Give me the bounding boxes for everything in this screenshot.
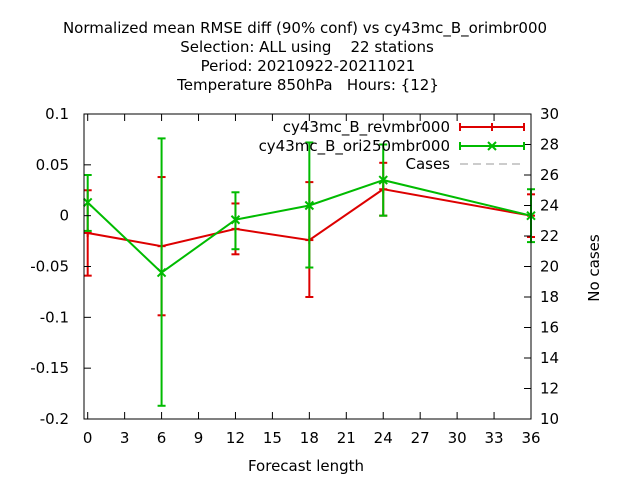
x-tick-label: 12 [226,429,245,447]
y2-tick-label: 30 [540,105,559,123]
x-tick-label: 27 [411,429,430,447]
x-tick-label: 6 [157,429,167,447]
y2-tick-label: 14 [540,349,559,367]
y2-tick-label: 12 [540,380,559,398]
y2-tick-label: 24 [540,197,559,215]
x-tick-label: 3 [120,429,130,447]
y-tick-label: 0.05 [36,156,69,174]
x-tick-label: 15 [263,429,282,447]
x-tick-label: 24 [374,429,393,447]
x-tick-label: 18 [300,429,319,447]
series-layer [82,113,536,407]
title-line-2: Selection: ALL using 22 stations [180,38,434,56]
y2-tick-label: 26 [540,166,559,184]
y-tick-label: 0.1 [45,105,69,123]
point-marker [82,197,93,208]
point-marker [304,200,315,211]
x-tick-label: 33 [485,429,504,447]
legend-label: Cases [405,155,450,173]
y2-tick-label: 22 [540,227,559,245]
x-tick-label: 0 [83,429,93,447]
x-tick-label: 21 [337,429,356,447]
x-tick-label: 30 [448,429,467,447]
x-axis-label: Forecast length [248,457,364,475]
plot-frame [83,113,532,420]
y-tick-label: -0.2 [40,410,69,428]
y2-tick-label: 16 [540,319,559,337]
point-marker [156,267,167,278]
point-marker [487,141,497,151]
y-tick-label: -0.1 [40,308,69,326]
legend: cy43mc_B_revmbr000cy43mc_B_ori250mbr000C… [259,118,525,173]
title-line-3: Period: 20210922-20211021 [201,57,416,75]
series-cy43mc_B_ori250mbr000 [82,137,536,407]
y2-tick-label: 20 [540,258,559,276]
title-line-1: Normalized mean RMSE diff (90% conf) vs … [63,19,547,38]
point-marker [230,215,241,225]
y2-tick-label: 18 [540,288,559,306]
point-marker [378,175,388,185]
series-line [87,188,532,248]
legend-label: cy43mc_B_ori250mbr000 [259,137,450,156]
y-tick-label: 0 [59,207,69,225]
series-line [87,179,532,274]
legend-label: cy43mc_B_revmbr000 [283,118,450,137]
y-tick-label: -0.05 [30,258,69,276]
x-tick-label: 36 [521,429,540,447]
y2-axis-label: No cases [585,234,603,302]
ticks-layer: 0 3 6 9 12 15 18 21 24 27 30 33 360.10.050-0.05-0.1-… [30,105,559,447]
y2-tick-label: 10 [540,410,559,428]
x-tick-label: 9 [194,429,204,447]
y2-tick-label: 28 [540,136,559,154]
chart-title: Normalized mean RMSE diff (90% conf) vs … [63,19,547,94]
y-tick-label: -0.15 [30,359,69,377]
title-line-4: Temperature 850hPa Hours: {12} [176,76,439,94]
